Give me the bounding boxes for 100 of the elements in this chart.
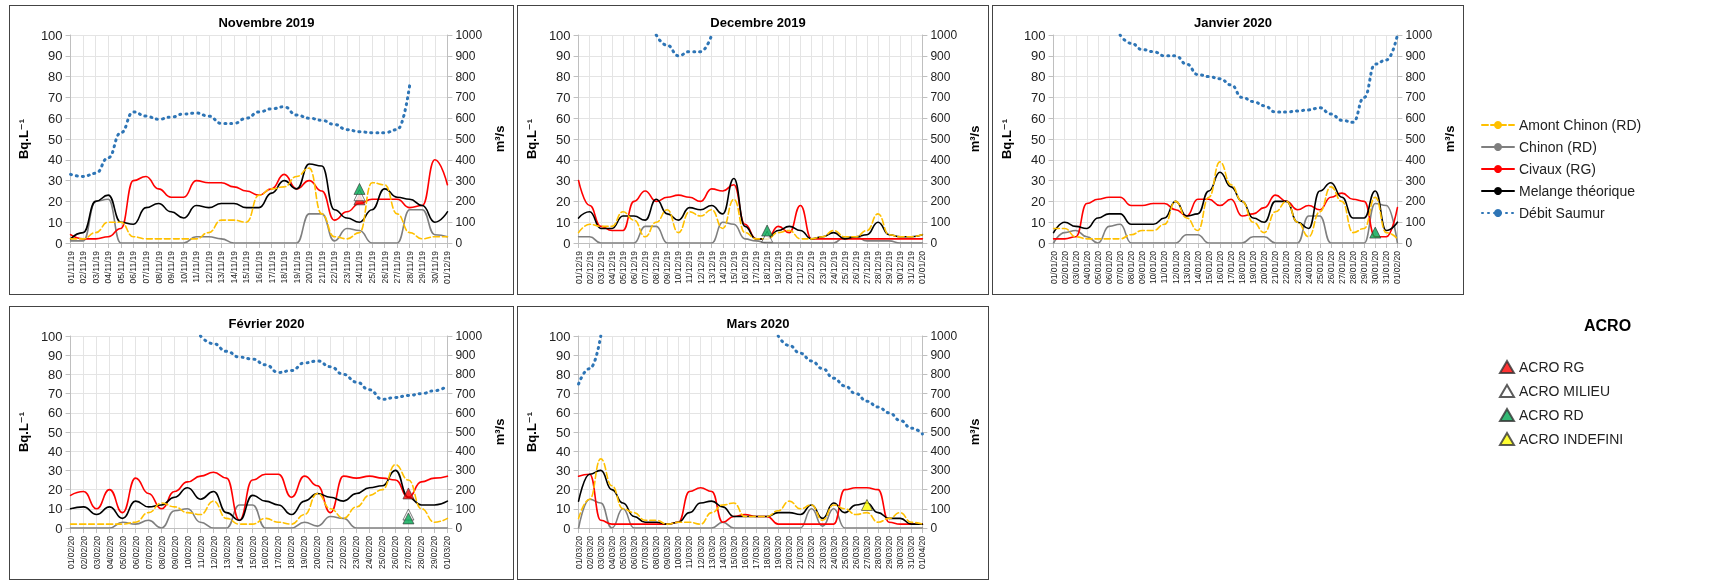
legend-title: ACRO xyxy=(1584,316,1632,334)
y-tick-label: 20 xyxy=(48,482,63,498)
x-tick-label: 27/03/20 xyxy=(861,535,872,570)
x-tick-label: 16/03/20 xyxy=(739,535,750,570)
y-tick-label: 0 xyxy=(1038,235,1046,251)
y-tick-label: 90 xyxy=(556,347,571,363)
x-tick-label: 22/03/20 xyxy=(806,535,817,570)
y2-tick-label: 1000 xyxy=(455,329,483,343)
x-tick-label: 08/02/20 xyxy=(156,535,167,570)
x-tick-label: 20/12/19 xyxy=(784,250,795,285)
x-tick-label: 15/03/20 xyxy=(728,535,739,570)
x-tick-label: 16/12/19 xyxy=(739,250,750,285)
x-tick-label: 07/01/20 xyxy=(1115,250,1126,285)
legend-label: ACRO RG xyxy=(1519,359,1585,375)
x-tick-label: 19/12/19 xyxy=(773,250,784,285)
legend-label: Débit Saumur xyxy=(1519,205,1605,221)
y2-tick-label: 600 xyxy=(455,405,476,420)
y2-tick-label: 500 xyxy=(455,132,476,146)
x-tick-label: 14/02/20 xyxy=(234,535,245,570)
y2-tick-label: 300 xyxy=(930,173,951,188)
x-tick-label: 09/02/20 xyxy=(169,535,180,570)
y2-tick-label: 100 xyxy=(455,215,476,230)
x-tick-label: 01/12/19 xyxy=(442,250,453,285)
x-tick-label: 17/12/19 xyxy=(751,250,762,285)
y-tick-label: 80 xyxy=(556,69,571,85)
x-tick-label: 30/03/20 xyxy=(895,535,906,570)
x-tick-label: 09/01/20 xyxy=(1137,250,1148,285)
legend-label: Civaux (RG) xyxy=(1519,161,1597,177)
x-tick-label: 04/03/20 xyxy=(606,535,617,570)
x-tick-label: 27/02/20 xyxy=(403,535,414,570)
x-tick-label: 05/03/20 xyxy=(617,535,628,570)
x-tick-label: 01/02/20 xyxy=(65,535,76,570)
x-tick-label: 10/12/19 xyxy=(673,250,684,285)
x-tick-label: 19/01/20 xyxy=(1248,250,1259,285)
x-tick-label: 06/02/20 xyxy=(130,535,141,570)
y-tick-label: 40 xyxy=(1031,152,1046,168)
y2-tick-label: 1000 xyxy=(1405,28,1433,42)
y-tick-label: 90 xyxy=(1031,48,1046,64)
x-tick-label: 15/02/20 xyxy=(247,535,258,570)
x-tick-label: 13/03/20 xyxy=(706,535,717,570)
x-tick-label: 28/12/19 xyxy=(873,250,884,285)
x-tick-label: 24/12/19 xyxy=(828,250,839,285)
x-tick-label: 26/11/19 xyxy=(379,250,390,284)
x-tick-label: 03/02/20 xyxy=(91,535,102,570)
y2-tick-label: 1000 xyxy=(455,28,483,42)
x-tick-label: 20/03/20 xyxy=(784,535,795,570)
y2-tick-label: 900 xyxy=(1405,48,1426,63)
y2-axis-title: m³/s xyxy=(492,125,507,153)
x-tick-label: 23/01/20 xyxy=(1292,250,1303,285)
y-tick-label: 50 xyxy=(48,131,63,147)
y2-tick-label: 200 xyxy=(1405,194,1426,209)
x-tick-label: 17/01/20 xyxy=(1226,250,1237,285)
text: ACRO INDEFINI xyxy=(1519,431,1624,447)
x-tick-label: 03/03/20 xyxy=(595,535,606,570)
x-tick-label: 17/02/20 xyxy=(273,535,284,570)
y-tick-label: 80 xyxy=(1031,69,1046,85)
x-tick-label: 25/11/19 xyxy=(367,250,378,284)
x-tick-label: 05/02/20 xyxy=(117,535,128,570)
y-tick-label: 70 xyxy=(1031,89,1046,105)
x-tick-label: 03/12/19 xyxy=(595,250,606,285)
x-tick-label: 04/11/19 xyxy=(103,250,114,284)
y2-tick-label: 1000 xyxy=(930,28,958,42)
y2-tick-label: 400 xyxy=(930,444,951,459)
x-tick-label: 02/12/19 xyxy=(584,250,595,285)
y-tick-label: 30 xyxy=(48,462,63,478)
x-tick-label: 13/12/19 xyxy=(706,250,717,285)
y2-tick-label: 0 xyxy=(930,236,938,250)
y2-tick-label: 400 xyxy=(455,152,476,167)
x-tick-label: 15/12/19 xyxy=(728,250,739,285)
x-tick-label: 31/12/19 xyxy=(906,250,917,285)
x-tick-label: 18/01/20 xyxy=(1237,250,1248,285)
x-tick-label: 09/11/19 xyxy=(166,250,177,284)
x-tick-label: 25/01/20 xyxy=(1314,250,1325,285)
x-tick-label: 07/03/20 xyxy=(640,535,651,570)
y2-tick-label: 800 xyxy=(930,69,951,84)
y2-tick-label: 200 xyxy=(930,482,951,497)
x-tick-label: 13/11/19 xyxy=(216,250,227,284)
x-tick-label: 21/11/19 xyxy=(316,250,327,284)
y-tick-label: 100 xyxy=(1023,27,1046,43)
y-tick-label: 100 xyxy=(40,27,63,43)
y2-tick-label: 0 xyxy=(455,236,463,250)
y-axis-title: Bq.L⁻¹ xyxy=(16,411,31,453)
y2-tick-label: 400 xyxy=(1405,152,1426,167)
x-tick-label: 21/02/20 xyxy=(325,535,336,570)
x-tick-label: 29/01/20 xyxy=(1359,250,1370,285)
x-tick-label: 06/01/20 xyxy=(1104,250,1115,285)
y2-tick-label: 600 xyxy=(930,405,951,420)
y2-tick-label: 300 xyxy=(930,463,951,478)
chart-title: Novembre 2019 xyxy=(218,15,315,30)
x-tick-label: 10/01/20 xyxy=(1148,250,1159,285)
y-tick-label: 10 xyxy=(48,501,63,517)
y-tick-label: 10 xyxy=(48,214,63,230)
x-tick-label: 03/11/19 xyxy=(90,250,101,284)
x-tick-label: 12/12/19 xyxy=(695,250,706,285)
x-tick-label: 11/02/20 xyxy=(195,535,206,569)
y-tick-label: 20 xyxy=(556,482,571,498)
y-tick-label: 30 xyxy=(556,462,571,478)
y-tick-label: 50 xyxy=(1031,131,1046,147)
y-tick-label: 50 xyxy=(556,131,571,147)
x-tick-label: 19/11/19 xyxy=(291,250,302,284)
